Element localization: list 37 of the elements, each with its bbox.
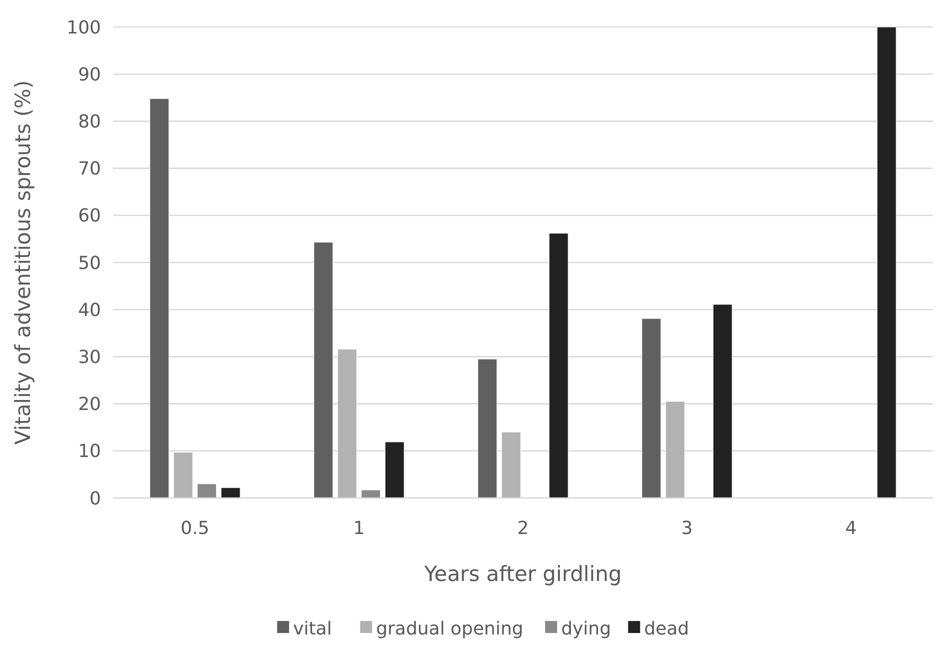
bar: [384, 442, 404, 498]
legend-label: vital: [293, 618, 332, 640]
bar: [314, 242, 334, 498]
legend-label: gradual opening: [376, 618, 524, 640]
bar: [642, 318, 662, 498]
legend-label: dying: [561, 618, 612, 640]
y-tick-label: 0: [90, 488, 101, 510]
y-tick-label: 10: [78, 441, 101, 462]
x-axis-title: Years after girdling: [423, 562, 622, 586]
y-tick-label: 50: [78, 252, 101, 274]
bar: [548, 233, 568, 498]
bar: [876, 26, 896, 498]
x-tick-label: 2: [517, 518, 529, 539]
x-tick-label: 1: [353, 518, 365, 539]
y-tick-label: 70: [78, 158, 101, 180]
bar: [173, 452, 193, 498]
bar: [712, 304, 732, 498]
bar: [197, 484, 217, 498]
bar: [220, 487, 240, 498]
y-tick-label: 80: [78, 112, 101, 132]
y-tick-label: 20: [78, 394, 101, 416]
bar: [361, 490, 381, 498]
x-tick-label: 4: [845, 518, 857, 539]
x-tick-label: 3: [681, 518, 693, 539]
y-tick-label: 100: [66, 17, 101, 38]
legend-label: dead: [644, 618, 690, 640]
y-tick-label: 30: [78, 347, 101, 368]
y-axis-title: Vitality of adventitious sprouts (%): [11, 80, 35, 445]
y-tick-label: 90: [78, 64, 101, 86]
x-tick-label: 0.5: [180, 518, 210, 539]
bar: [501, 432, 521, 498]
y-tick-label: 60: [78, 206, 101, 227]
bar: [150, 98, 170, 498]
y-tick-label: 40: [78, 300, 101, 321]
bar: [478, 358, 498, 498]
bar: [665, 401, 685, 498]
bar: [337, 348, 357, 498]
